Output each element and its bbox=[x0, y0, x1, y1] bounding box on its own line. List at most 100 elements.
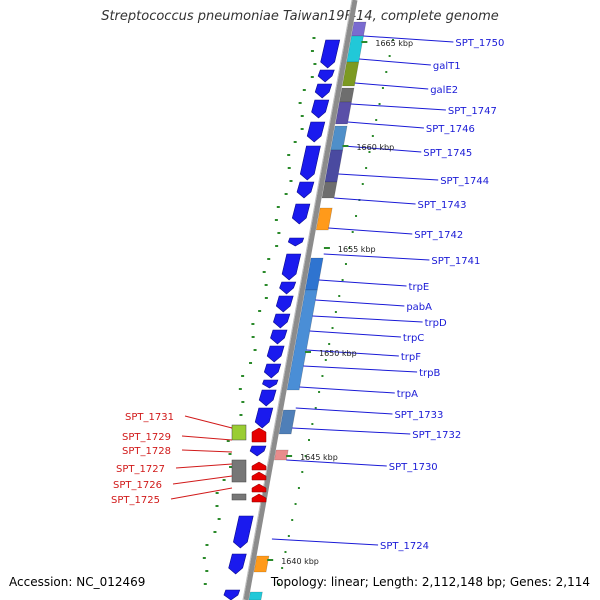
label-leader bbox=[363, 35, 454, 43]
gene-label: trpA bbox=[397, 389, 418, 400]
gene-label: SPT_1727 bbox=[116, 464, 165, 475]
cds-arrow bbox=[281, 253, 302, 281]
backbone-highlight bbox=[242, 0, 353, 600]
backbone-line bbox=[243, 0, 358, 600]
reverse-strand-arrow bbox=[251, 483, 267, 493]
reverse-strand-arrow bbox=[251, 427, 267, 443]
label-leader bbox=[354, 82, 429, 90]
genome-backbone bbox=[242, 0, 358, 600]
label-leader bbox=[286, 459, 387, 467]
label-leader bbox=[338, 173, 439, 181]
gene-labels: SPT_1750 galT1 galE2 SPT_1747 SPT_1746 SPT_17… bbox=[111, 38, 504, 552]
gene-label: trpE bbox=[409, 282, 430, 293]
category-block bbox=[335, 101, 352, 125]
reverse-gene-block bbox=[231, 424, 247, 441]
map-title: Streptococcus pneumoniae Taiwan19F-14, c… bbox=[101, 9, 499, 24]
gene-label: galE2 bbox=[430, 85, 458, 96]
cds-arrow bbox=[228, 553, 247, 575]
label-leader bbox=[299, 386, 395, 394]
reverse-strand-arrow bbox=[251, 493, 267, 503]
gene-label: SPT_1728 bbox=[122, 446, 171, 457]
cds-arrow bbox=[311, 99, 330, 119]
gene-label: trpC bbox=[403, 333, 424, 344]
cds-arrow bbox=[258, 389, 277, 407]
gene-label: SPT_1745 bbox=[423, 148, 472, 159]
gene-label: SPT_1744 bbox=[440, 176, 489, 187]
category-block bbox=[248, 591, 263, 600]
cds-arrow bbox=[314, 83, 333, 99]
cds-arrow bbox=[266, 345, 285, 363]
category-block bbox=[342, 61, 360, 87]
cds-arrow bbox=[320, 39, 341, 69]
cds-arrow bbox=[254, 407, 274, 429]
label-leader bbox=[271, 538, 379, 546]
gene-label: SPT_1731 bbox=[125, 412, 174, 423]
cds-arrow bbox=[223, 589, 241, 600]
gene-label: SPT_1725 bbox=[111, 495, 160, 506]
category-block bbox=[321, 181, 338, 199]
label-leader bbox=[292, 427, 411, 435]
ruler-label: 1640 kbp bbox=[281, 557, 319, 566]
cds-arrow bbox=[317, 69, 335, 83]
gene-label: trpB bbox=[419, 368, 440, 379]
label-leader bbox=[181, 449, 233, 453]
reverse-gene-block bbox=[231, 459, 247, 483]
gene-label: SPT_1750 bbox=[455, 38, 504, 49]
gene-label: trpF bbox=[401, 352, 421, 363]
label-leader bbox=[172, 475, 233, 485]
ruler-label: 1660 kbp bbox=[356, 143, 394, 152]
label-leader bbox=[343, 145, 422, 153]
label-leader bbox=[181, 435, 233, 441]
cds-arrow bbox=[299, 145, 321, 181]
cds-arrow bbox=[287, 237, 305, 247]
category-block bbox=[286, 289, 318, 391]
coordinate-guide-dots bbox=[202, 37, 394, 585]
cds-arrow bbox=[306, 121, 326, 143]
label-leader bbox=[323, 253, 430, 261]
gene-label: SPT_1733 bbox=[394, 410, 443, 421]
label-leader bbox=[306, 349, 399, 357]
category-block bbox=[351, 21, 367, 37]
accession-text: Accession: NC_012469 bbox=[9, 575, 146, 589]
label-leader bbox=[175, 463, 233, 469]
category-block bbox=[278, 409, 296, 435]
gene-label: SPT_1724 bbox=[380, 541, 429, 552]
topology-text: Topology: linear; Length: 2,112,148 bp; … bbox=[270, 575, 590, 589]
label-leader bbox=[303, 365, 418, 373]
cds-arrow bbox=[270, 329, 288, 345]
label-leader bbox=[309, 330, 401, 338]
gene-label: SPT_1742 bbox=[414, 230, 463, 241]
gene-label: SPT_1729 bbox=[122, 432, 171, 443]
gene-label: SPT_1741 bbox=[431, 256, 480, 267]
label-leader bbox=[184, 415, 233, 429]
ruler-label: 1665 kbp bbox=[375, 39, 413, 48]
label-leader bbox=[170, 487, 233, 500]
gene-label: pabA bbox=[406, 302, 432, 313]
gene-label: galT1 bbox=[433, 61, 461, 72]
ruler-label: 1655 kbp bbox=[338, 245, 376, 254]
gene-label: SPT_1743 bbox=[418, 200, 467, 211]
label-leader bbox=[333, 197, 416, 205]
label-leader bbox=[359, 58, 431, 66]
feature-lanes bbox=[223, 21, 367, 600]
category-block bbox=[253, 555, 270, 573]
cds-arrow bbox=[262, 379, 279, 389]
cds-arrow bbox=[273, 313, 291, 329]
label-leader bbox=[347, 121, 424, 129]
label-leader bbox=[318, 279, 407, 287]
label-leader-lines bbox=[170, 35, 454, 546]
label-leader bbox=[295, 407, 393, 415]
label-leader bbox=[328, 227, 413, 235]
category-block bbox=[339, 87, 355, 103]
ruler-label: 1645 kbp bbox=[300, 453, 338, 462]
ruler: 1665 kbp 1660 kbp 1655 kbp 1650 kbp 1645 kbp… bbox=[267, 39, 413, 566]
ruler-label: 1650 kbp bbox=[319, 349, 357, 358]
gene-label: SPT_1732 bbox=[412, 430, 461, 441]
reverse-strand-arrow bbox=[251, 461, 267, 471]
label-leader bbox=[350, 103, 446, 111]
gene-label: SPT_1746 bbox=[426, 124, 475, 135]
cds-arrow bbox=[296, 181, 315, 199]
label-leader bbox=[315, 299, 405, 307]
gene-label: SPT_1726 bbox=[113, 480, 162, 491]
gene-label: trpD bbox=[425, 318, 447, 329]
